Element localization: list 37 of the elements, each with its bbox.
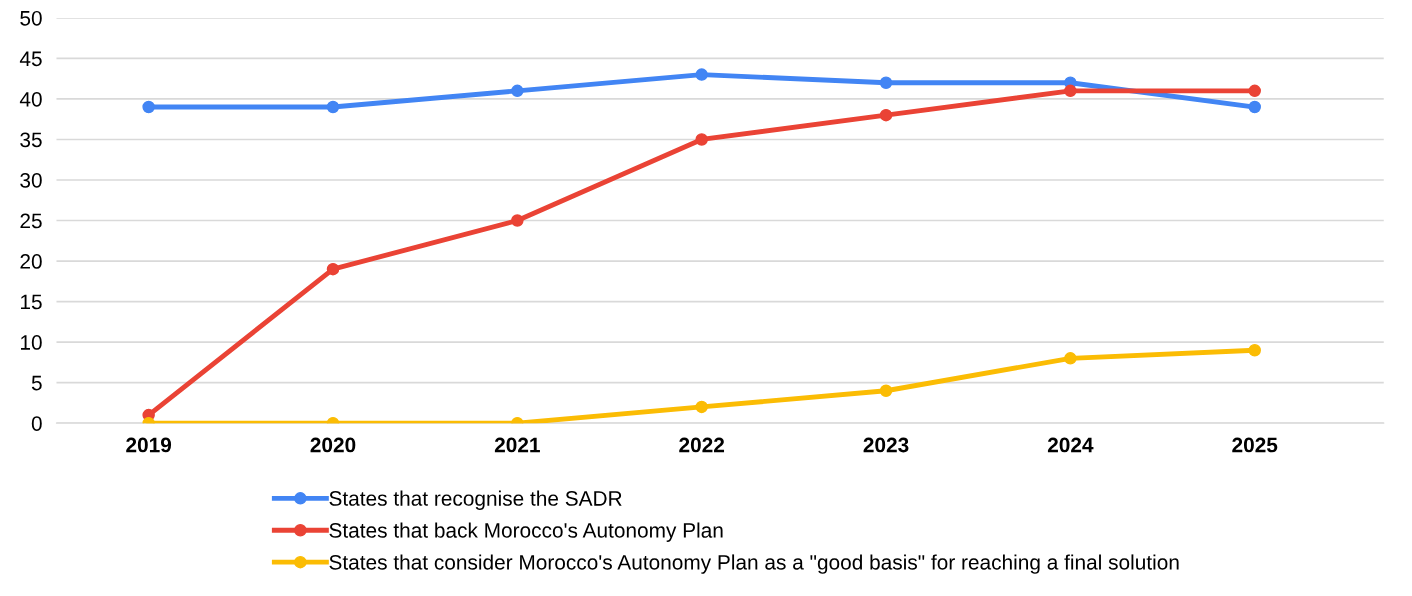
- point: [511, 214, 524, 227]
- legend-label: States that back Morocco's Autonomy Plan: [329, 522, 723, 542]
- y-tick-label: 0: [31, 416, 42, 431]
- point: [695, 68, 708, 81]
- y-tick-label: 40: [19, 91, 42, 107]
- y-tick-label: 50: [20, 10, 42, 26]
- point: [695, 400, 708, 414]
- y-tick-label: 45: [19, 51, 42, 67]
- point: [879, 384, 893, 397]
- point: [511, 84, 524, 98]
- x-tick-label: 2019: [126, 437, 172, 453]
- point: [1248, 343, 1261, 357]
- point: [1248, 100, 1261, 114]
- legend-label: States that recognise the SADR: [329, 490, 622, 510]
- y-tick-label: 25: [20, 213, 42, 229]
- point: [326, 262, 340, 276]
- point: [326, 100, 340, 114]
- point: [1248, 84, 1261, 98]
- y-tick-label: 30: [20, 172, 42, 188]
- point: [1064, 84, 1077, 98]
- y-tick-label: 35: [20, 132, 42, 148]
- x-tick-label: 2025: [1232, 437, 1278, 453]
- point: [879, 76, 893, 89]
- x-tick-label: 2021: [494, 437, 540, 453]
- y-tick-label: 5: [31, 375, 42, 391]
- point: [1064, 352, 1077, 365]
- point: [879, 108, 893, 122]
- x-tick-label: 2023: [863, 437, 909, 453]
- legend-label: States that consider Morocco's Autonomy Plan as a "good basis" for reaching a final solution: [329, 554, 1179, 574]
- y-tick-label: 15: [21, 294, 42, 310]
- x-tick-label: 2024: [1047, 437, 1094, 453]
- x-tick-label: 2020: [310, 437, 356, 453]
- point: [695, 133, 708, 146]
- y-tick-label: 20: [20, 254, 42, 269]
- point: [142, 100, 155, 114]
- y-tick-label: 10: [21, 335, 42, 350]
- x-tick-label: 2022: [679, 437, 725, 453]
